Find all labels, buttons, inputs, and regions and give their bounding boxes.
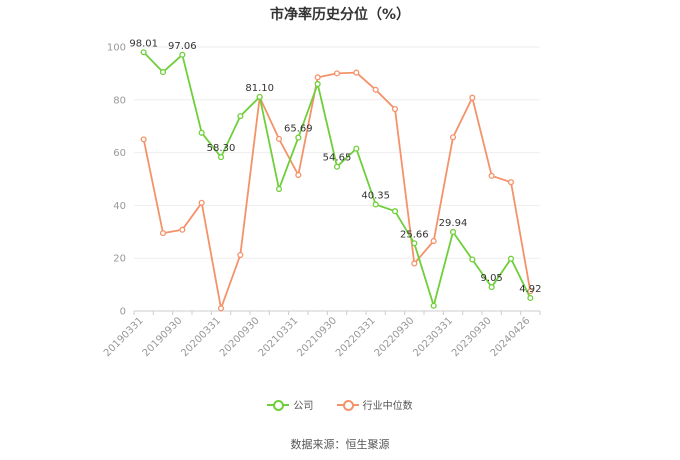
data-point-industry-median-20211231 [353, 69, 360, 76]
data-label-20230331: 29.94 [439, 218, 468, 229]
series-line-industry-median [142, 71, 532, 310]
data-label-20210331: 65.69 [284, 124, 313, 135]
data-point-company-20201231 [275, 185, 283, 193]
data-point-company-20210630 [314, 80, 321, 88]
data-point-industry-median-20230630 [469, 94, 476, 101]
x-tick-label-20230331: 20230331 [411, 315, 455, 359]
data-point-industry-median-20190331 [140, 136, 147, 143]
data-point-company-20190331 [140, 49, 147, 56]
data-label-20210930: 54.65 [323, 153, 352, 164]
series-line-company [143, 51, 532, 307]
data-point-industry-median-20200331 [217, 305, 225, 312]
data-point-industry-median-20220930 [411, 260, 418, 267]
label-layer: 98.01 97.06 58.30 81.10 65.69 54.65 40.35 25.66… [129, 38, 541, 295]
data-label-20230930: 9.05 [481, 273, 503, 284]
legend-item-industry-median[interactable]: 行业中位数 [336, 397, 413, 412]
data-point-company-20190630 [159, 69, 167, 76]
x-tick-label-20220331: 20220331 [334, 315, 378, 359]
legend: 公司 行业中位数 [0, 397, 680, 414]
data-point-company-20240426 [527, 294, 534, 302]
grid-layer [134, 46, 540, 312]
x-tick-label-20220930: 20220930 [373, 315, 417, 359]
legend-label-industry-median: 行业中位数 [362, 401, 413, 412]
data-point-company-20210930 [333, 163, 341, 170]
data-point-company-20200331 [217, 154, 225, 161]
data-point-company-20230930 [488, 284, 495, 291]
data-point-company-20200630 [237, 113, 244, 120]
x-tick-label-20200331: 20200331 [179, 315, 223, 359]
data-point-industry-median-20230331 [449, 134, 457, 141]
data-point-company-20230331 [449, 228, 457, 236]
data-label-20220331: 40.35 [361, 190, 390, 201]
data-point-company-20210331 [295, 134, 302, 141]
data-point-industry-median-20200630 [237, 251, 244, 259]
data-point-industry-median-20210930 [333, 70, 341, 77]
legend-swatch-company [267, 399, 290, 411]
series-layer [140, 49, 534, 312]
data-point-company-20220331 [372, 201, 379, 208]
x-tick-label-20190331: 20190331 [102, 315, 146, 359]
data-label-20240426: 4.92 [519, 284, 541, 295]
data-point-company-20211231 [353, 145, 360, 152]
data-point-company-20190930 [179, 51, 186, 58]
data-point-industry-median-20230930 [488, 172, 495, 179]
y-tick-label-0: 0 [120, 307, 126, 318]
data-label-20200331: 58.30 [207, 143, 236, 154]
x-tick-label-20230930: 20230930 [450, 315, 494, 359]
data-point-company-20220630 [391, 208, 399, 215]
legend-label-company: 公司 [293, 401, 314, 412]
data-point-industry-median-20220331 [372, 86, 379, 93]
data-point-company-20230630 [469, 256, 476, 263]
data-label-20220930: 25.66 [400, 229, 429, 240]
legend-item-company[interactable]: 公司 [267, 397, 313, 412]
legend-swatch-industry-median [336, 399, 359, 411]
axis-layer: 0 20 40 60 80 100 2019033120190930202003312020… [102, 43, 541, 359]
y-tick-label-100: 100 [107, 43, 126, 54]
data-point-company-20220930 [411, 240, 418, 247]
x-tick-label-20210930: 20210930 [295, 315, 339, 359]
data-point-industry-median-20210630 [314, 74, 321, 81]
y-tick-label-20: 20 [113, 254, 126, 265]
x-tick-label-20190930: 20190930 [141, 315, 185, 359]
data-point-industry-median-20190930 [179, 226, 186, 233]
data-label-20190331: 98.01 [129, 38, 158, 49]
y-tick-label-60: 60 [113, 148, 126, 159]
chart-title: 市净率历史分位（%） [269, 7, 411, 23]
data-point-company-20191231 [198, 129, 205, 136]
data-point-industry-median-20231231 [507, 179, 515, 186]
data-source: 数据来源：恒生聚源 [290, 438, 390, 451]
x-tick-label-20240426: 20240426 [489, 315, 533, 359]
data-point-industry-median-20190630 [159, 230, 167, 237]
data-label-20190930: 97.06 [168, 41, 197, 52]
data-label-20200930: 81.10 [245, 83, 274, 94]
data-point-industry-median-20221231 [430, 237, 437, 245]
x-tick-label-20200930: 20200930 [218, 315, 262, 359]
data-point-industry-median-20201231 [275, 135, 283, 142]
y-tick-label-40: 40 [113, 201, 126, 212]
data-point-industry-median-20210331 [295, 171, 302, 179]
y-tick-label-80: 80 [113, 95, 126, 106]
x-tick-label-20210331: 20210331 [257, 315, 301, 359]
data-point-company-20231231 [507, 255, 515, 262]
data-point-company-20200930 [256, 93, 263, 100]
data-point-industry-median-20191231 [198, 199, 205, 206]
data-point-industry-median-20220630 [391, 105, 399, 113]
data-point-company-20221231 [430, 302, 437, 309]
